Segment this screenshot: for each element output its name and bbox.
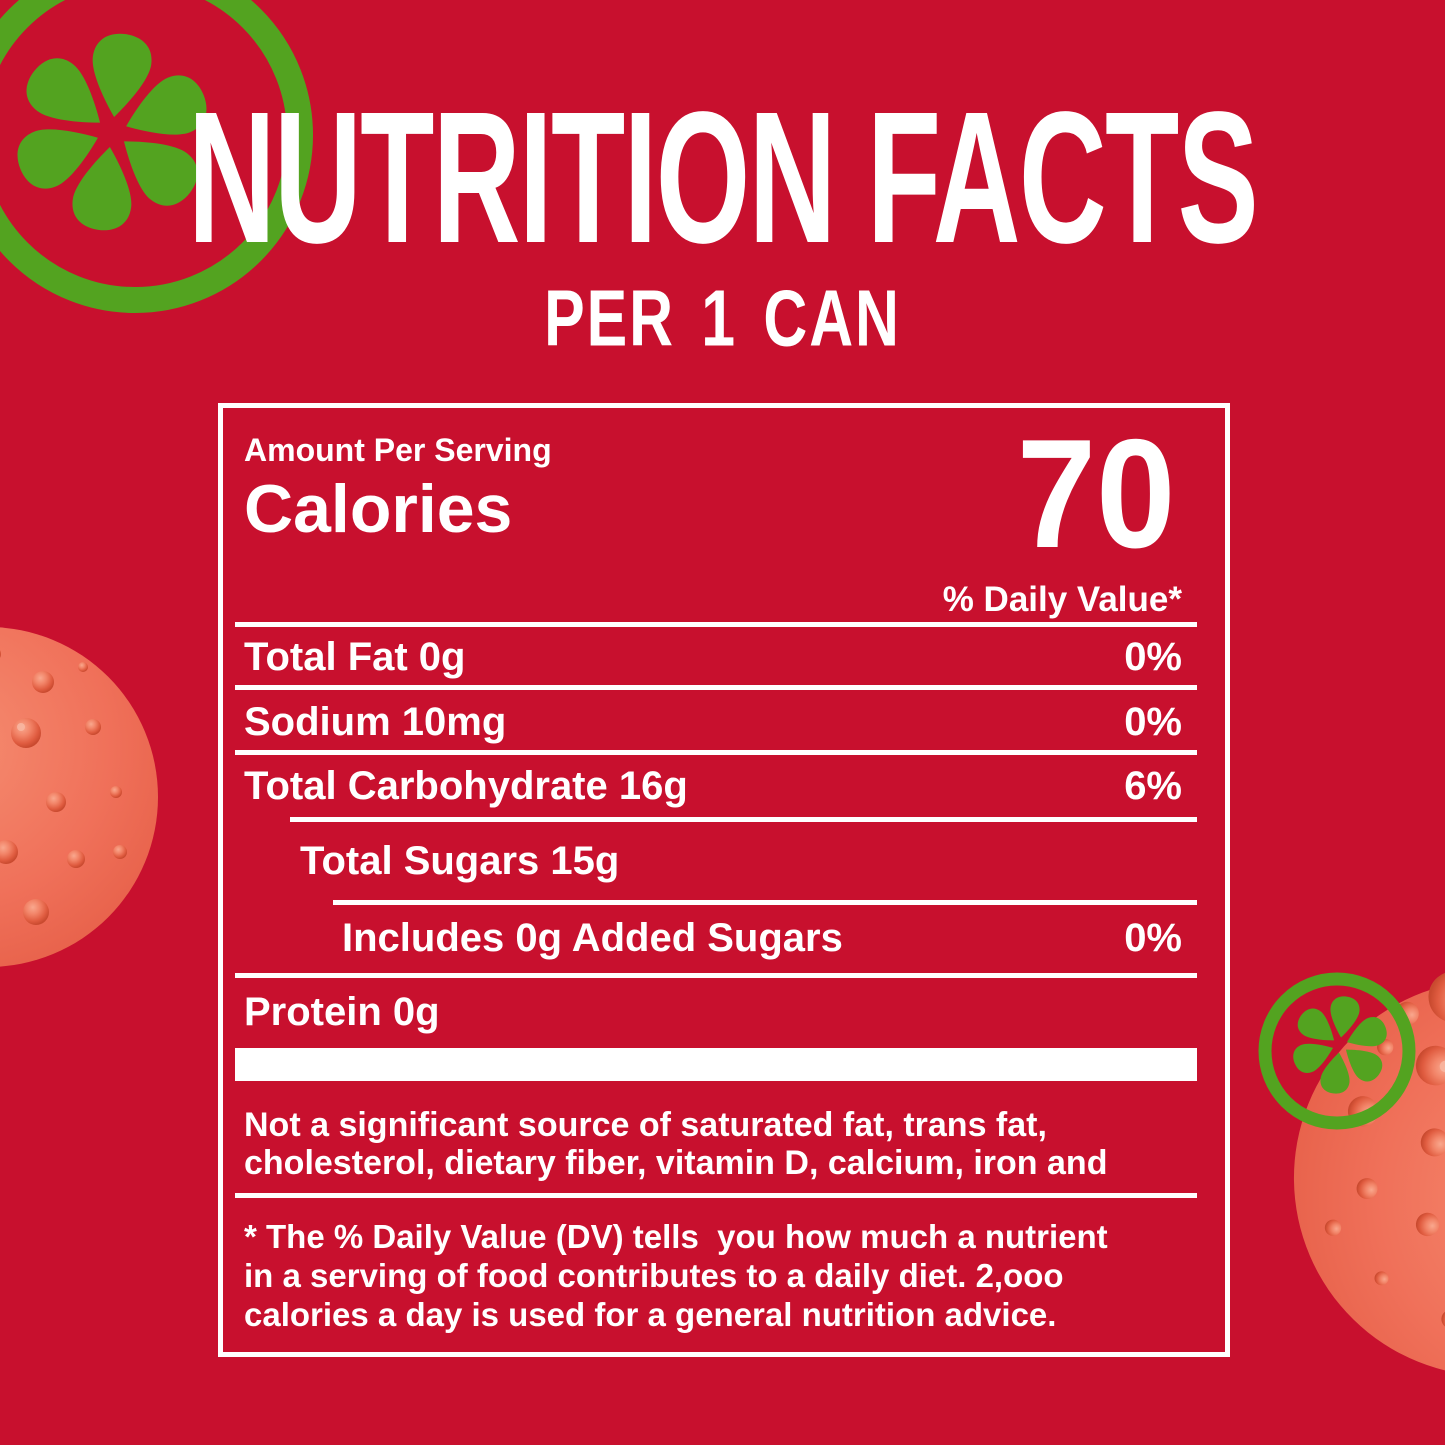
lime-asterisk-badge-top-left — [0, 0, 313, 313]
nutrient-label: Total Fat 0g — [244, 635, 466, 679]
nutrient-row-total-carbohydrate: Total Carbohydrate 16g 6% — [244, 766, 1182, 806]
nutrient-row-added-sugars: Includes 0g Added Sugars 0% — [342, 918, 1182, 958]
nutrient-row-total-sugars: Total Sugars 15g — [300, 841, 1182, 881]
calories-value: 70 — [1016, 407, 1175, 580]
nutrient-label: Total Carbohydrate 16g — [244, 764, 688, 808]
divider-indented — [333, 900, 1197, 905]
nutrient-row-total-fat: Total Fat 0g 0% — [244, 637, 1182, 677]
footnote-not-significant-source: Not a significant source of saturated fa… — [244, 1106, 1108, 1182]
page-title: NUTRITION FACTS — [187, 72, 1259, 282]
divider-indented — [290, 817, 1197, 822]
amount-per-serving-label: Amount Per Serving — [244, 432, 552, 468]
nutrient-value: 0% — [1124, 635, 1182, 679]
thick-divider-bar — [235, 1048, 1197, 1081]
divider — [235, 750, 1197, 755]
footnote-daily-value-explanation: * The % Daily Value (DV) tells you how m… — [244, 1218, 1108, 1333]
nutrient-label: Includes 0g Added Sugars — [342, 916, 843, 960]
divider — [235, 685, 1197, 690]
lime-asterisk-badge-bottom-right — [1258, 972, 1416, 1130]
nutrient-row-sodium: Sodium 10mg 0% — [244, 702, 1182, 742]
daily-value-header: % Daily Value* — [942, 580, 1182, 619]
nutrient-value: 0% — [1124, 916, 1182, 960]
nutrition-facts-box: Amount Per Serving Calories 70 % Daily V… — [218, 403, 1230, 1357]
nutrient-value: 0% — [1124, 700, 1182, 744]
page-subtitle: PER 1 CAN — [544, 273, 901, 363]
divider — [235, 622, 1197, 627]
nutrient-label: Sodium 10mg — [244, 700, 507, 744]
nutrient-row-protein: Protein 0g — [244, 992, 1182, 1032]
divider — [235, 1193, 1197, 1198]
nutrient-value: 6% — [1124, 764, 1182, 808]
divider — [235, 973, 1197, 978]
calories-label: Calories — [244, 471, 513, 547]
green-ring-icon — [1258, 972, 1416, 1130]
nutrient-label: Protein 0g — [244, 990, 440, 1034]
nutrient-label: Total Sugars 15g — [300, 839, 620, 883]
green-ring-icon — [0, 0, 313, 313]
